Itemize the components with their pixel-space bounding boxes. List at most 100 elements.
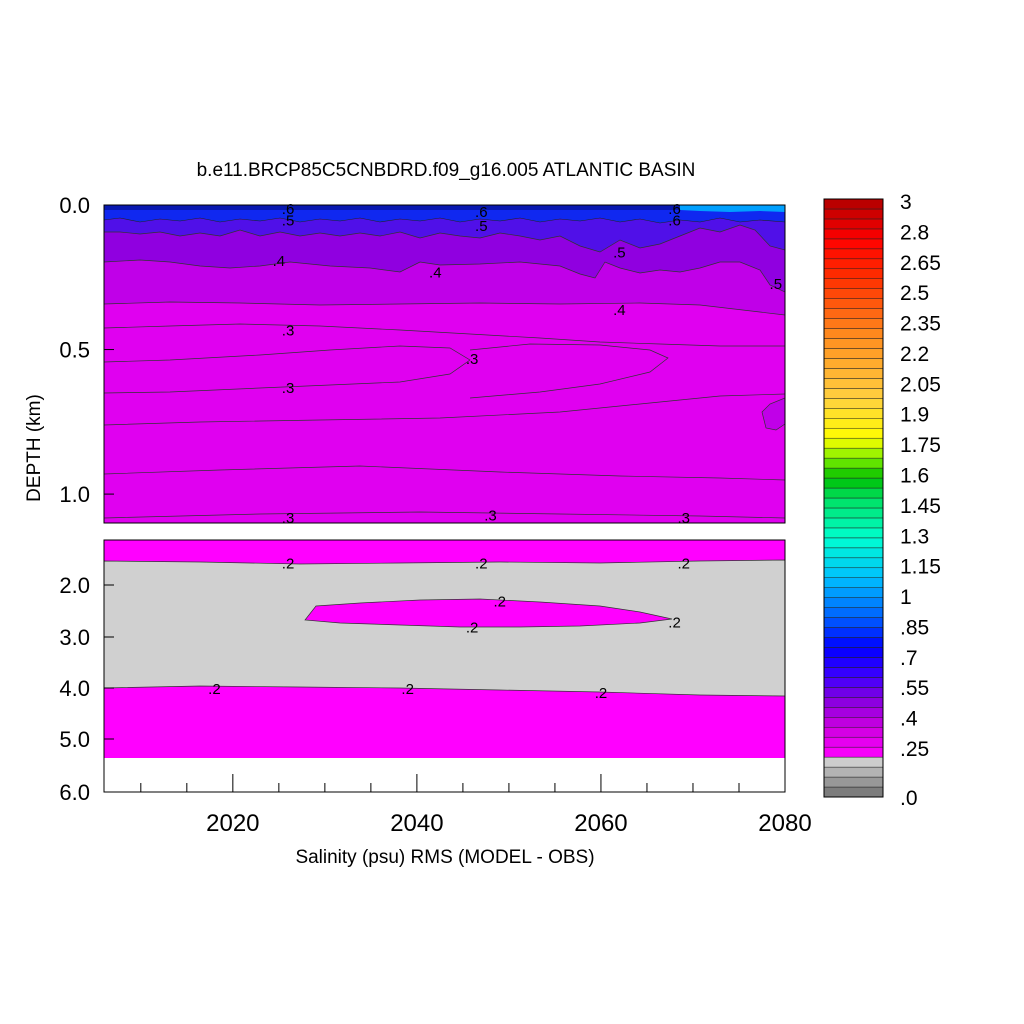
colorbar-swatch xyxy=(823,627,884,638)
contour-label: .3 xyxy=(678,510,691,527)
colorbar-swatch xyxy=(823,707,884,718)
colorbar: 3 2.8 2.65 2.5 2.35 2.2 2.05 1.9 1.75 1.6 1.45 1.3 1… xyxy=(823,191,941,810)
y-axis-upper: 0.0 0.5 1.0 xyxy=(59,193,114,507)
colorbar-swatch xyxy=(823,657,884,668)
contour-label: .2 xyxy=(401,681,414,698)
colorbar-label: 2.2 xyxy=(900,343,929,366)
x-axis-title: Salinity (psu) RMS (MODEL - OBS) xyxy=(295,847,594,868)
colorbar-swatch xyxy=(823,437,884,449)
colorbar-swatch xyxy=(823,378,884,389)
surface-cyan-patch xyxy=(680,205,785,212)
colorbar-swatch xyxy=(823,637,884,648)
colorbar-swatch xyxy=(823,218,884,230)
colorbar-swatch xyxy=(823,527,884,539)
upper-frame xyxy=(103,204,786,524)
contour-line-04 xyxy=(104,323,785,347)
y-axis-lower: 2.0 3.0 4.0 5.0 6.0 xyxy=(59,573,114,805)
contour-line-03-tip xyxy=(469,343,669,399)
colorbar-label: .85 xyxy=(900,616,929,639)
upper-panel xyxy=(103,204,786,524)
colorbar-swatch xyxy=(823,667,884,678)
y-tick-label: 0.0 xyxy=(59,193,90,218)
x-tick-label: 2080 xyxy=(758,810,811,837)
colorbar-swatch xyxy=(823,567,884,578)
colorbar-label: .55 xyxy=(900,677,929,700)
contour-label: .5 xyxy=(770,276,783,293)
contour-label: .3 xyxy=(484,507,497,524)
colorbar-swatch xyxy=(823,308,884,319)
colorbar-swatch xyxy=(823,447,884,459)
colorbar-swatch xyxy=(823,477,884,489)
colorbar-label: 3 xyxy=(900,191,912,214)
upper-field xyxy=(104,205,785,523)
colorbar-swatch xyxy=(823,607,884,618)
contour-label: .2 xyxy=(668,614,681,631)
colorbar-swatch xyxy=(823,487,884,499)
colorbar-swatch xyxy=(823,537,884,549)
colorbar-swatch xyxy=(823,268,884,279)
colorbar-label: 1.45 xyxy=(900,495,941,518)
colorbar-swatch xyxy=(823,497,884,509)
colorbar-label: 1.15 xyxy=(900,556,941,579)
x-axis: 2020 2040 2060 2080 xyxy=(140,774,812,837)
colorbar-swatch xyxy=(823,358,884,369)
contour-label: .6 xyxy=(668,201,681,218)
colorbar-swatch xyxy=(823,388,884,399)
colorbar-swatch xyxy=(823,697,884,708)
y-tick-label: 2.0 xyxy=(59,573,90,598)
colorbar-swatch xyxy=(823,736,884,748)
colorbar-swatch xyxy=(823,368,884,379)
colorbar-swatch xyxy=(823,318,884,329)
colorbar-label: 2.8 xyxy=(900,221,929,244)
colorbar-swatch xyxy=(823,726,884,738)
chart-title: b.e11.BRCP85C5CNBDRD.f09_g16.005 ATLANTI… xyxy=(197,160,696,181)
colorbar-label: 2.65 xyxy=(900,252,941,275)
contour-label: .3 xyxy=(466,351,479,368)
colorbar-frame xyxy=(823,198,884,798)
contour-label: .2 xyxy=(282,556,295,573)
colorbar-swatch xyxy=(823,547,884,559)
colorbar-swatch xyxy=(823,427,884,439)
colorbar-swatch xyxy=(823,208,884,220)
colorbar-swatch xyxy=(823,557,884,569)
y-tick-label: 5.0 xyxy=(59,727,90,752)
colorbar-label: .7 xyxy=(900,647,918,670)
colorbar-label: 1.75 xyxy=(900,434,941,457)
contour-label: .4 xyxy=(613,302,626,319)
colorbar-swatch xyxy=(823,717,884,728)
colorbar-swatch xyxy=(823,577,884,588)
y-axis-title: DEPTH (km) xyxy=(24,394,45,502)
colorbar-swatch xyxy=(823,248,884,260)
colorbar-swatch xyxy=(823,746,884,758)
contour-label: .3 xyxy=(282,380,295,397)
contour-label: .6 xyxy=(475,204,488,221)
contour-line-deep-3 xyxy=(104,511,785,519)
colorbar-swatch xyxy=(823,338,884,349)
x-tick-label: 2020 xyxy=(206,810,259,837)
colorbar-swatch xyxy=(823,418,884,429)
contour-label: .2 xyxy=(678,556,691,573)
colorbar-swatch xyxy=(823,617,884,628)
contour-labels: .6.5.6.5.6.6.4.4.5.5.4.3.3.3.3.3.3.2.2.2… xyxy=(208,201,782,702)
colorbar-swatch xyxy=(823,408,884,419)
colorbar-swatch xyxy=(823,228,884,240)
contour-label: .2 xyxy=(208,681,221,698)
colorbar-label: .25 xyxy=(900,738,929,761)
colorbar-swatch xyxy=(823,238,884,250)
colorbar-label: 1.9 xyxy=(900,404,929,427)
colorbar-label: 1.6 xyxy=(900,465,929,488)
upper-surface-top xyxy=(104,205,785,210)
colorbar-swatch xyxy=(823,647,884,658)
colorbar-label: 2.5 xyxy=(900,282,929,305)
colorbar-swatch xyxy=(823,298,884,309)
colorbar-swatch xyxy=(823,517,884,529)
colorbar-swatch xyxy=(823,677,884,688)
colorbar-swatch xyxy=(823,507,884,519)
contour-label: .3 xyxy=(282,322,295,339)
x-tick-label: 2060 xyxy=(574,810,627,837)
contour-label: .6 xyxy=(282,201,295,218)
y-tick-label: 1.0 xyxy=(59,482,90,507)
contour-label: .5 xyxy=(475,218,488,235)
colorbar-swatch xyxy=(823,398,884,409)
contour-line-deep-2 xyxy=(104,465,785,481)
